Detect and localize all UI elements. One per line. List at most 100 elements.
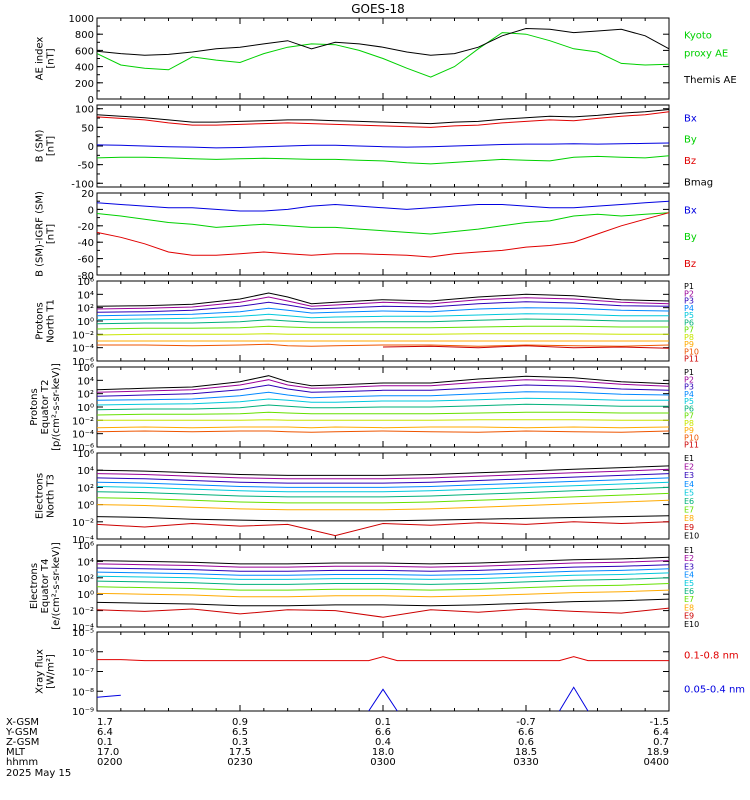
series-line-0-1-0-8-nm	[97, 656, 669, 662]
legend-entry: P2	[684, 289, 694, 298]
series-line-bz	[96, 111, 670, 128]
legend-entry: P3	[684, 297, 694, 306]
y-tick-label: 0	[88, 142, 94, 153]
y-axis-label: [nT]	[46, 48, 57, 68]
legend-entry: P6	[684, 318, 694, 327]
legend-entry: E7	[684, 506, 694, 515]
series-line-p1	[96, 292, 670, 307]
series-line-e3	[96, 564, 670, 572]
series-line-e7	[96, 583, 670, 591]
y-tick-label: -60	[78, 255, 94, 266]
y-axis-label: Protons	[35, 302, 46, 339]
legend-entry: E9	[684, 523, 694, 532]
series-line-e9	[96, 607, 670, 618]
series-line-p6	[96, 403, 669, 411]
y-tick-label: 0	[88, 95, 94, 106]
series-line-p8	[97, 419, 669, 421]
legend-entry: Bmag	[684, 177, 713, 188]
series-line-e6	[96, 577, 670, 585]
series-line-e4	[96, 477, 670, 488]
y-tick-label: 20	[81, 189, 94, 200]
series-line-e2	[96, 468, 670, 480]
legend-entry: E10	[684, 620, 699, 629]
axis-row-value: 18.5	[515, 747, 537, 758]
y-axis-label: B (SM)	[35, 129, 46, 162]
y-tick-label: 10⁴	[77, 466, 94, 477]
series-line-e10	[96, 598, 670, 607]
y-tick-label: 10⁴	[77, 376, 94, 387]
series-line-e2	[96, 560, 670, 568]
series-line-p7	[96, 325, 669, 330]
series-line-e8	[96, 589, 670, 598]
legend-entry: Bz	[684, 156, 696, 167]
series-line-e3	[96, 473, 670, 484]
y-tick-label: 10²	[77, 574, 94, 585]
legend-entry: By	[684, 232, 697, 243]
y-axis-label: North T3	[46, 474, 57, 518]
y-tick-label: 1000	[69, 14, 94, 25]
series-line-p5	[96, 397, 669, 406]
panel-frame	[96, 192, 670, 276]
y-tick-label: 10⁻⁹	[72, 707, 94, 718]
y-tick-label: 10⁰	[77, 590, 94, 601]
legend-entry: P5	[684, 311, 694, 320]
y-axis-label: Equator T2	[40, 380, 51, 435]
axis-row-value: 17.0	[97, 747, 119, 758]
legend-entry: 0.05-0.4 nm	[684, 685, 745, 696]
y-tick-label: 10⁻⁴	[72, 623, 94, 634]
series-line-bx	[96, 200, 670, 212]
legend-entry: P5	[684, 397, 694, 406]
y-tick-label: 100	[75, 105, 94, 116]
axis-row-value: 0.4	[375, 737, 391, 748]
series-line-e4	[96, 568, 670, 576]
series-line-p11	[382, 345, 670, 349]
axis-row-value: 0.3	[232, 737, 248, 748]
y-tick-label: -50	[78, 161, 94, 172]
panel-frame	[96, 104, 670, 188]
legend-entry: P11	[684, 355, 699, 364]
axis-row-value: 17.5	[229, 747, 251, 758]
y-tick-label: 10⁻⁸	[72, 687, 94, 698]
axis-row-value: -1.5	[649, 717, 669, 728]
y-tick-label: 600	[75, 46, 94, 57]
series-line-e6	[96, 486, 670, 498]
legend-entry: P10	[684, 434, 699, 443]
series-line-e8	[96, 499, 670, 511]
y-tick-label: 10⁻²	[72, 416, 94, 427]
legend-entry: P11	[684, 441, 699, 450]
legend-entry: E5	[684, 579, 694, 588]
legend-entry: E8	[684, 514, 694, 523]
legend-entry: P9	[684, 340, 694, 349]
legend-entry: E3	[684, 471, 694, 480]
axis-row-value: 0.1	[375, 717, 391, 728]
series-line-p7	[96, 411, 669, 416]
y-axis-label: Equator T4	[40, 559, 51, 614]
y-axis-label: [W/m²]	[46, 654, 57, 689]
series-line-p1	[96, 375, 670, 391]
panel-bigrf: -80 -60 -40 -20 0 20 B (SM)-IGRF (SM) [nT] Bx By B…	[35, 189, 697, 282]
series-line-e5	[96, 481, 670, 493]
y-tick-label: 10⁻⁶	[72, 443, 94, 454]
y-tick-label: 10⁻⁶	[72, 648, 94, 659]
series-line-by	[96, 212, 670, 235]
axis-row-label: X-GSM	[6, 717, 39, 728]
plot-title: GOES-18	[351, 2, 405, 16]
legend-entry: E4	[684, 480, 694, 489]
y-tick-label: 10⁰	[77, 403, 94, 414]
legend-entry: E3	[684, 562, 694, 571]
legend-entry: P2	[684, 375, 694, 384]
y-axis-label: Electrons	[35, 473, 46, 519]
axis-row-value: 6.6	[375, 727, 391, 738]
legend-entry: E6	[684, 587, 694, 596]
axis-row-value: 0400	[644, 757, 669, 768]
series-line-e10	[96, 515, 670, 522]
date-label: 2025 May 15	[6, 768, 71, 779]
legend-entry: E7	[684, 595, 694, 604]
axis-row-value: 0330	[513, 757, 538, 768]
series-line-p3	[96, 301, 670, 313]
axis-row-value: 0.1	[97, 737, 113, 748]
y-tick-label: 10²	[77, 483, 94, 494]
legend-entry: P9	[684, 426, 694, 435]
